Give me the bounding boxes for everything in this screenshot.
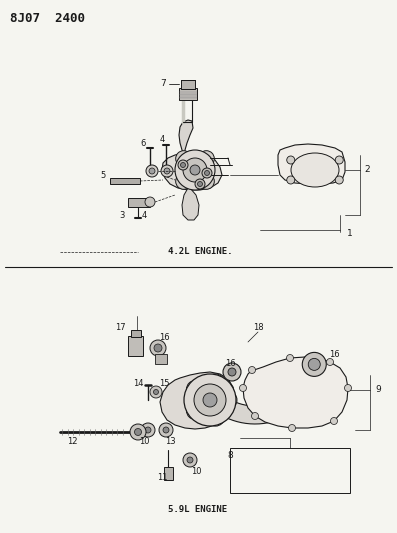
Bar [179,88,197,100]
Text: 18: 18 [252,324,263,333]
Circle shape [176,151,192,167]
Text: 8J07  2400: 8J07 2400 [10,12,85,25]
Circle shape [239,384,247,392]
Circle shape [130,424,146,440]
Circle shape [184,374,236,426]
Text: 16: 16 [329,350,339,359]
Circle shape [161,165,173,177]
Text: 11: 11 [157,472,167,481]
Circle shape [330,417,337,424]
Circle shape [302,352,326,376]
Circle shape [159,423,173,437]
Circle shape [181,163,185,167]
Circle shape [187,381,204,399]
Circle shape [219,391,237,409]
Text: 4: 4 [141,212,146,221]
Text: 13: 13 [165,437,175,446]
Polygon shape [243,357,348,428]
Text: 14: 14 [133,378,143,387]
Text: 3: 3 [119,212,125,221]
Circle shape [149,168,155,174]
Circle shape [187,457,193,463]
Text: 5.9L ENGINE: 5.9L ENGINE [168,505,227,514]
Circle shape [198,173,214,189]
Circle shape [345,384,351,392]
Circle shape [164,168,170,174]
Circle shape [146,165,158,177]
Text: 16: 16 [225,359,235,367]
Text: 10: 10 [191,466,201,475]
Bar [128,198,150,207]
Text: 9: 9 [375,385,381,394]
Text: 16: 16 [159,334,169,343]
Bar [181,80,195,89]
Circle shape [190,165,200,175]
Circle shape [308,358,320,370]
Circle shape [206,374,225,392]
Circle shape [204,171,210,175]
Circle shape [249,367,256,374]
Circle shape [194,384,226,416]
Polygon shape [162,152,222,190]
Circle shape [183,453,197,467]
Circle shape [335,156,343,164]
Circle shape [154,390,158,394]
Circle shape [289,424,295,432]
Circle shape [135,429,141,435]
Circle shape [176,173,192,189]
Text: 1: 1 [347,229,353,238]
Bar [155,354,167,364]
Circle shape [145,197,155,207]
Circle shape [287,354,293,361]
Bar [128,336,143,356]
Circle shape [287,156,295,164]
Circle shape [150,340,166,356]
Circle shape [223,363,241,381]
Circle shape [202,168,212,178]
Text: 10: 10 [139,437,149,446]
Text: 2: 2 [364,166,370,174]
Bar [110,178,140,184]
Text: 4: 4 [159,135,165,144]
Circle shape [198,151,214,167]
Polygon shape [278,144,345,184]
Circle shape [178,160,188,170]
Polygon shape [160,372,235,429]
Circle shape [183,158,207,182]
Circle shape [197,182,202,187]
Polygon shape [193,363,323,424]
Bar [131,330,141,337]
Text: 15: 15 [159,378,169,387]
Circle shape [154,344,162,352]
Circle shape [326,359,333,366]
Circle shape [150,386,162,398]
Bar [164,467,173,480]
Polygon shape [179,120,193,155]
Circle shape [195,179,205,189]
Circle shape [206,408,225,426]
Polygon shape [182,188,199,220]
Circle shape [145,427,151,433]
Text: 12: 12 [67,438,77,447]
Text: 5: 5 [100,172,106,181]
Text: 17: 17 [115,324,125,333]
Text: 6: 6 [140,139,146,148]
Circle shape [163,427,169,433]
Circle shape [203,393,217,407]
Text: 4.2L ENGINE.: 4.2L ENGINE. [168,247,232,256]
Circle shape [252,413,258,419]
Circle shape [287,176,295,184]
Text: 8: 8 [227,450,233,459]
Ellipse shape [291,153,339,187]
Circle shape [187,401,204,419]
Circle shape [175,150,215,190]
Circle shape [228,368,236,376]
Circle shape [141,423,155,437]
Text: 7: 7 [160,79,166,88]
Bar [230,448,350,493]
Circle shape [335,176,343,184]
